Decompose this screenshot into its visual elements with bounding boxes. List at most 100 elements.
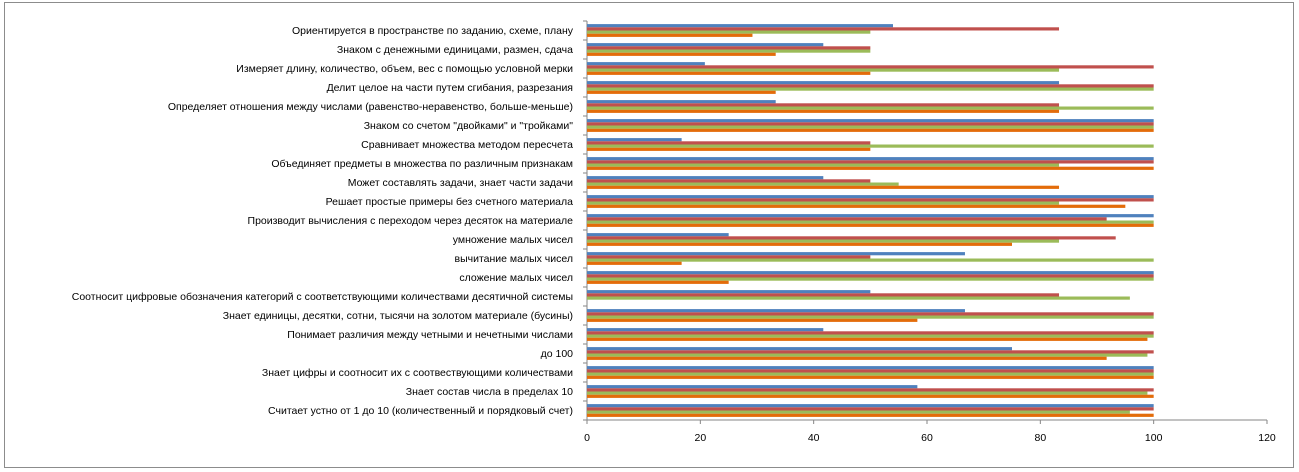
x-tick-label: 60 [921, 432, 933, 444]
category-label: Производит вычисления с переходом через … [248, 215, 574, 227]
x-tick-label: 80 [1034, 432, 1046, 444]
category-label: Понимает различия между четными и нечетн… [287, 329, 573, 341]
bar-series-4 [587, 413, 1154, 417]
bar-series-2 [587, 331, 1154, 335]
bar-series-2 [587, 65, 1154, 69]
bar-series-2 [587, 312, 1154, 316]
category-label: до 100 [541, 348, 574, 360]
bar-series-2 [587, 369, 1154, 373]
bar-series-3 [587, 182, 899, 186]
category-label: Знаком с денежными единицами, размен, сд… [337, 44, 573, 56]
bar-series-4 [587, 128, 1154, 132]
bar-series-4 [587, 109, 1060, 113]
bar-series-1 [587, 43, 824, 47]
bar-series-1 [587, 195, 1154, 199]
bar-series-1 [587, 214, 1154, 218]
category-label: Сравнивает множества методом пересчета [361, 139, 573, 151]
bar-series-4 [587, 90, 776, 94]
bar-series-4 [587, 166, 1154, 170]
bar-series-2 [587, 217, 1107, 221]
bar-series-2 [587, 122, 1154, 126]
category-label: сложение малых чисел [459, 272, 573, 284]
category-label: вычитание малых чисел [454, 253, 573, 265]
bar-series-2 [587, 46, 871, 50]
bar-series-1 [587, 138, 682, 142]
bar-series-4 [587, 185, 1060, 189]
bar-series-4 [587, 337, 1148, 341]
category-label: Определяет отношения между числами (раве… [168, 101, 573, 113]
bar-series-2 [587, 350, 1154, 354]
bar-series-1 [587, 328, 824, 332]
bar-series-4 [587, 394, 1154, 398]
category-label: Знаком со счетом "двойками" и "тройками" [364, 120, 574, 132]
bar-series-3 [587, 391, 1148, 395]
bar-series-2 [587, 255, 871, 259]
bar-series-2 [587, 293, 1060, 297]
bar-series-2 [587, 160, 1154, 164]
bar-series-4 [587, 223, 1154, 227]
category-label: Измеряет длину, количество, объем, вес с… [236, 63, 573, 75]
bar-series-2 [587, 198, 1154, 202]
bar-series-1 [587, 81, 1060, 85]
bar-series-3 [587, 334, 1154, 338]
x-tick-label: 40 [808, 432, 820, 444]
bar-series-4 [587, 375, 1154, 379]
bar-series-3 [587, 49, 871, 53]
bar-series-2 [587, 388, 1154, 392]
bar-series-3 [587, 220, 1154, 224]
bar-series-1 [587, 176, 824, 180]
x-tick-label: 120 [1258, 432, 1276, 444]
category-label: Знает единицы, десятки, сотни, тысячи на… [223, 310, 573, 322]
x-tick-label: 100 [1145, 432, 1163, 444]
category-label: Может составлять задачи, знает части зад… [348, 177, 573, 189]
bar-series-3 [587, 106, 1154, 110]
bar-series-4 [587, 33, 753, 37]
bar-series-3 [587, 68, 1060, 72]
bar-series-3 [587, 144, 1154, 148]
category-label: Считает устно от 1 до 10 (количественный… [268, 405, 573, 417]
bar-series-3 [587, 277, 1154, 281]
bar-series-1 [587, 309, 965, 313]
category-label: Объединяет предметы в множества по разли… [271, 158, 573, 170]
bar-series-2 [587, 84, 1154, 88]
x-tick-label: 0 [584, 432, 590, 444]
bar-series-1 [587, 233, 729, 237]
bar-series-4 [587, 318, 918, 322]
bar-series-3 [587, 315, 1154, 319]
category-label: умножение малых чисел [453, 234, 573, 246]
bar-series-1 [587, 157, 1154, 161]
category-label: Решает простые примеры без счетного мате… [326, 196, 574, 208]
bar-series-4 [587, 71, 871, 75]
bar-series-1 [587, 271, 1154, 275]
bar-series-4 [587, 204, 1126, 208]
bar-series-3 [587, 296, 1130, 300]
bar-series-4 [587, 52, 776, 56]
x-tick-label: 20 [694, 432, 706, 444]
bar-series-2 [587, 407, 1154, 411]
category-label: Ориентируется в пространстве по заданию,… [292, 25, 574, 37]
bar-series-1 [587, 290, 871, 294]
bar-series-3 [587, 163, 1060, 167]
bar-series-3 [587, 258, 1154, 262]
bar-series-1 [587, 119, 1154, 123]
bar-series-3 [587, 30, 871, 34]
bar-series-4 [587, 280, 729, 284]
bar-series-1 [587, 62, 705, 66]
bar-series-3 [587, 239, 1060, 243]
bar-series-1 [587, 366, 1154, 370]
bar-series-4 [587, 261, 682, 265]
bar-series-4 [587, 356, 1107, 360]
bar-series-3 [587, 87, 1154, 91]
bar-series-4 [587, 242, 1012, 246]
bar-series-1 [587, 252, 965, 256]
bar-series-3 [587, 201, 1060, 205]
bar-series-2 [587, 179, 871, 183]
bar-series-1 [587, 385, 918, 389]
bar-series-4 [587, 147, 871, 151]
bar-series-3 [587, 353, 1148, 357]
bar-series-2 [587, 27, 1060, 31]
bar-series-2 [587, 103, 1060, 107]
bar-series-2 [587, 236, 1116, 240]
category-label: Соотносит цифровые обозначения категорий… [72, 291, 573, 303]
